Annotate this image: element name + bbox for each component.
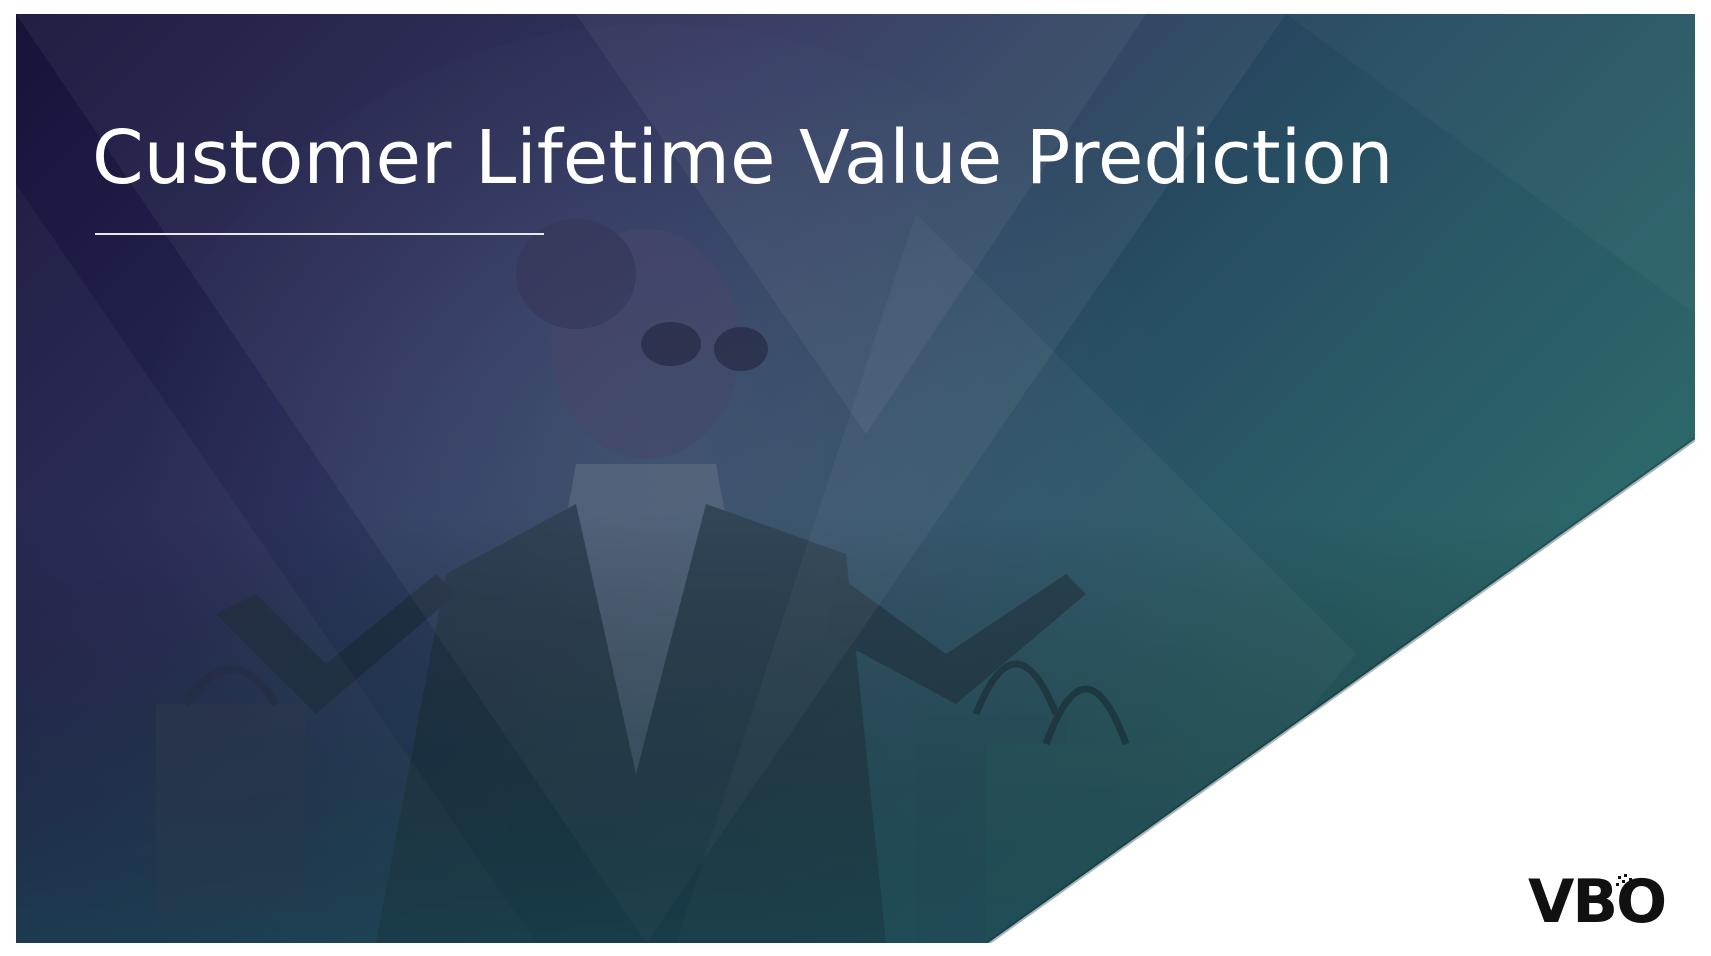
white-corner-cut [988,439,1695,943]
triangle-overlay-center [16,14,1286,943]
slide-background [16,14,1695,943]
logo-pixel-dots-icon [1616,874,1637,887]
title-underline [95,233,544,235]
title-slide: Customer Lifetime Value Prediction [16,14,1695,943]
triangle-overlay-top [576,14,1146,434]
slide-title: Customer Lifetime Value Prediction [92,115,1394,201]
vbo-logo: VBO [1528,867,1667,937]
